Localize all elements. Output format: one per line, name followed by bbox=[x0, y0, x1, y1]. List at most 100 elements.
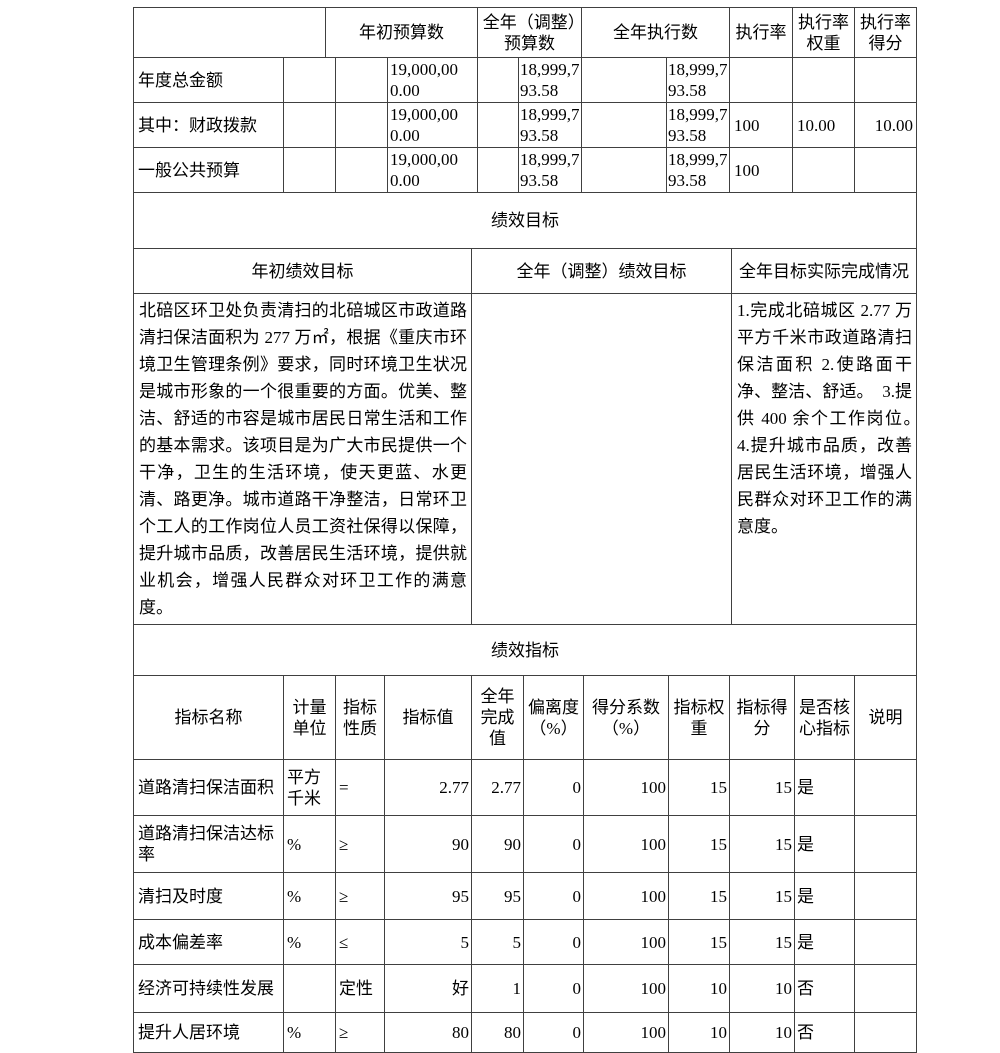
unit-cell bbox=[283, 964, 336, 1013]
target-value-cell: 2.77 bbox=[384, 759, 472, 816]
empty-cell bbox=[581, 147, 668, 193]
score-coefficient-cell: 100 bbox=[583, 919, 669, 965]
execution-rate-value: 100 bbox=[729, 147, 794, 193]
deviation-cell: 0 bbox=[523, 759, 584, 816]
header-indicator-score: 指标得分 bbox=[729, 675, 795, 760]
deviation-cell: 0 bbox=[523, 1012, 584, 1053]
is-core-cell: 否 bbox=[794, 1012, 855, 1053]
empty-cell bbox=[477, 147, 520, 193]
rate-score-value bbox=[854, 147, 918, 193]
completed-value-cell: 2.77 bbox=[471, 759, 524, 816]
empty-cell bbox=[283, 102, 336, 148]
header-rate-weight: 执行率权重 bbox=[792, 7, 856, 58]
header-adjusted-goal: 全年（调整）绩效目标 bbox=[471, 248, 732, 294]
section-title-performance-indicators: 绩效指标 bbox=[133, 624, 917, 676]
execution-rate-value: 100 bbox=[729, 102, 794, 148]
target-value-cell: 90 bbox=[384, 815, 472, 873]
weight-cell: 15 bbox=[668, 872, 730, 920]
goals-title-row: 绩效目标 bbox=[132, 192, 918, 249]
header-execution-rate: 执行率 bbox=[729, 7, 794, 58]
is-core-cell: 否 bbox=[794, 964, 855, 1013]
deviation-cell: 0 bbox=[523, 964, 584, 1013]
indicator-row: 道路清扫保洁达标率 % ≥ 90 90 0 100 15 15 是 bbox=[133, 815, 917, 873]
note-cell bbox=[854, 964, 917, 1013]
rate-score-value: 10.00 bbox=[854, 102, 918, 148]
nature-cell: = bbox=[335, 759, 385, 816]
performance-report-table: 年初预算数 全年（调整）预算数 全年执行数 执行率 执行率权重 执行率得分 年度… bbox=[132, 7, 918, 1053]
nature-cell: 定性 bbox=[335, 964, 385, 1013]
empty-cell bbox=[335, 57, 388, 103]
nature-cell: ≥ bbox=[335, 872, 385, 920]
rate-weight-value: 10.00 bbox=[792, 102, 856, 148]
indicators-header-row: 指标名称 计量单位 指标性质 指标值 全年完成值 偏离度（%） 得分系数（%） … bbox=[133, 675, 917, 760]
weight-cell: 15 bbox=[668, 815, 730, 873]
budget-row-public: 一般公共预算 19,000,000.00 18,999,793.58 18,99… bbox=[133, 147, 918, 193]
indicator-row: 清扫及时度 % ≥ 95 95 0 100 15 15 是 bbox=[133, 872, 917, 920]
empty-cell bbox=[581, 57, 668, 103]
adjusted-budget-value: 18,999,793.58 bbox=[518, 57, 583, 103]
unit-cell: % bbox=[283, 815, 336, 873]
completed-value-cell: 80 bbox=[471, 1012, 524, 1053]
score-coefficient-cell: 100 bbox=[583, 1012, 669, 1053]
empty-cell bbox=[283, 147, 336, 193]
executed-value: 18,999,793.58 bbox=[666, 147, 731, 193]
unit-cell: % bbox=[283, 872, 336, 920]
weight-cell: 10 bbox=[668, 1012, 730, 1053]
adjusted-goal-text bbox=[471, 293, 732, 625]
note-cell bbox=[854, 872, 917, 920]
empty-cell bbox=[335, 147, 388, 193]
goals-table: 绩效目标 年初绩效目标 全年（调整）绩效目标 全年目标实际完成情况 北碚区环卫处… bbox=[132, 192, 918, 625]
empty-header-cell bbox=[133, 7, 326, 58]
indicator-name-cell: 经济可持续性发展 bbox=[133, 964, 284, 1013]
initial-budget-value: 19,000,000.00 bbox=[386, 57, 479, 103]
nature-cell: ≤ bbox=[335, 919, 385, 965]
note-cell bbox=[854, 759, 917, 816]
unit-cell: % bbox=[283, 919, 336, 965]
rate-weight-value bbox=[792, 57, 856, 103]
header-rate-score: 执行率得分 bbox=[854, 7, 918, 58]
score-cell: 15 bbox=[729, 872, 795, 920]
completed-value-cell: 95 bbox=[471, 872, 524, 920]
empty-cell bbox=[283, 57, 336, 103]
deviation-cell: 0 bbox=[523, 919, 584, 965]
indicator-name-cell: 道路清扫保洁达标率 bbox=[133, 815, 284, 873]
score-cell: 15 bbox=[729, 919, 795, 965]
score-coefficient-cell: 100 bbox=[583, 815, 669, 873]
is-core-cell: 是 bbox=[794, 919, 855, 965]
deviation-cell: 0 bbox=[523, 872, 584, 920]
note-cell bbox=[854, 919, 917, 965]
header-unit: 计量单位 bbox=[283, 675, 336, 760]
indicator-name-cell: 提升人居环境 bbox=[133, 1012, 284, 1053]
initial-budget-value: 19,000,000.00 bbox=[386, 102, 479, 148]
empty-cell bbox=[477, 57, 520, 103]
indicator-row: 经济可持续性发展 定性 好 1 0 100 10 10 否 bbox=[133, 964, 917, 1013]
section-title-performance-goals: 绩效目标 bbox=[132, 192, 918, 249]
budget-row-fiscal: 其中：财政拨款 19,000,000.00 18,999,793.58 18,9… bbox=[133, 102, 918, 148]
score-cell: 15 bbox=[729, 759, 795, 816]
completed-value-cell: 90 bbox=[471, 815, 524, 873]
header-score-coefficient: 得分系数（%） bbox=[583, 675, 669, 760]
unit-cell: 平方千米 bbox=[283, 759, 336, 816]
nature-cell: ≥ bbox=[335, 1012, 385, 1053]
budget-row-label: 其中：财政拨款 bbox=[133, 102, 284, 148]
goals-header-row: 年初绩效目标 全年（调整）绩效目标 全年目标实际完成情况 bbox=[133, 248, 918, 294]
budget-table: 年初预算数 全年（调整）预算数 全年执行数 执行率 执行率权重 执行率得分 年度… bbox=[133, 7, 918, 193]
header-deviation: 偏离度（%） bbox=[523, 675, 584, 760]
weight-cell: 15 bbox=[668, 919, 730, 965]
header-indicator-weight: 指标权重 bbox=[668, 675, 730, 760]
is-core-cell: 是 bbox=[794, 759, 855, 816]
completed-value-cell: 5 bbox=[471, 919, 524, 965]
header-executed-amount: 全年执行数 bbox=[581, 7, 731, 58]
header-is-core: 是否核心指标 bbox=[794, 675, 855, 760]
adjusted-budget-value: 18,999,793.58 bbox=[518, 147, 583, 193]
empty-cell bbox=[477, 102, 520, 148]
header-indicator-name: 指标名称 bbox=[133, 675, 284, 760]
score-cell: 10 bbox=[729, 964, 795, 1013]
target-value-cell: 80 bbox=[384, 1012, 472, 1053]
score-cell: 15 bbox=[729, 815, 795, 873]
note-cell bbox=[854, 815, 917, 873]
target-value-cell: 95 bbox=[384, 872, 472, 920]
target-value-cell: 5 bbox=[384, 919, 472, 965]
indicator-row: 成本偏差率 % ≤ 5 5 0 100 15 15 是 bbox=[133, 919, 917, 965]
